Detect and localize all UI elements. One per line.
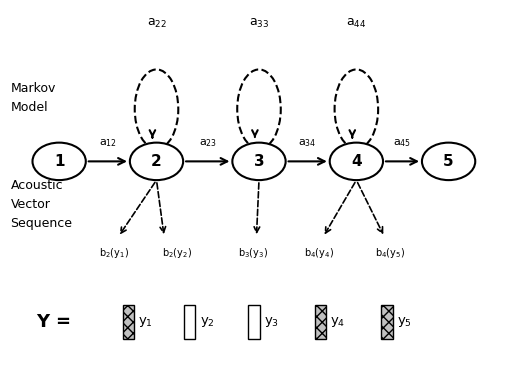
Text: y$_4$: y$_4$ [330,315,346,329]
Bar [123,305,134,339]
Text: a$_{33}$: a$_{33}$ [249,17,269,30]
Bar [184,305,195,339]
Text: y$_1$: y$_1$ [138,315,153,329]
Text: b$_4$(y$_4$): b$_4$(y$_4$) [305,246,335,260]
Text: Markov
Model: Markov Model [10,82,56,114]
Text: 3: 3 [254,154,264,169]
Text: b$_2$(y$_1$): b$_2$(y$_1$) [99,246,130,260]
Text: $\mathbf{Y}$ =: $\mathbf{Y}$ = [36,313,70,331]
Text: b$_2$(y$_2$): b$_2$(y$_2$) [162,246,192,260]
Text: 4: 4 [351,154,362,169]
Circle shape [330,143,383,180]
Text: a$_{45}$: a$_{45}$ [393,137,411,149]
Text: y$_5$: y$_5$ [397,315,412,329]
Circle shape [130,143,183,180]
Text: b$_4$(y$_5$): b$_4$(y$_5$) [375,246,405,260]
Circle shape [33,143,86,180]
Bar [381,305,393,339]
Text: b$_3$(y$_3$): b$_3$(y$_3$) [238,246,268,260]
Text: a$_{12}$: a$_{12}$ [99,137,117,149]
Text: y$_3$: y$_3$ [264,315,279,329]
Text: a$_{22}$: a$_{22}$ [147,17,166,30]
Text: 2: 2 [151,154,162,169]
Text: a$_{34}$: a$_{34}$ [298,137,317,149]
Text: Acoustic
Vector
Sequence: Acoustic Vector Sequence [10,179,73,230]
Bar [248,305,260,339]
Text: a$_{23}$: a$_{23}$ [199,137,217,149]
Text: y$_2$: y$_2$ [199,315,214,329]
Text: a$_{44}$: a$_{44}$ [346,17,367,30]
Text: 5: 5 [443,154,454,169]
Bar [315,305,326,339]
Circle shape [422,143,475,180]
Circle shape [233,143,285,180]
Text: 1: 1 [54,154,64,169]
